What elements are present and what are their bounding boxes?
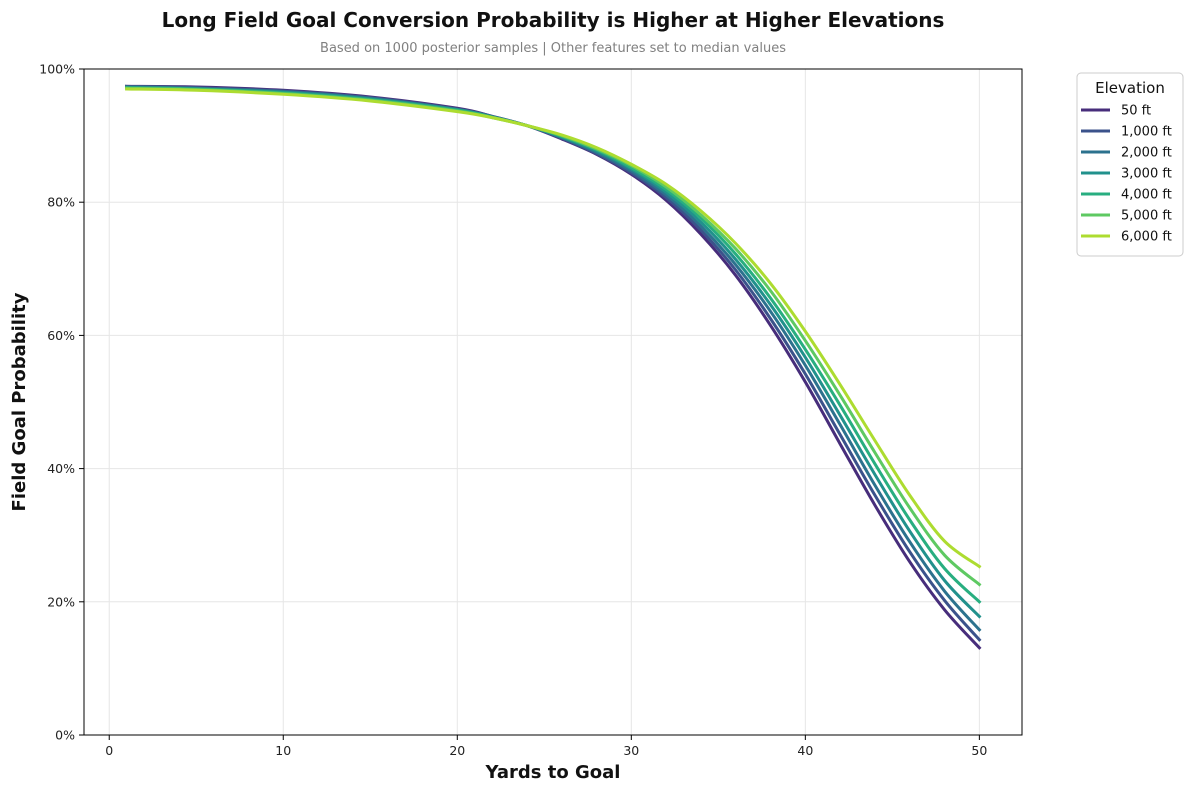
x-tick-label: 0 — [105, 743, 113, 758]
series-line-2 — [125, 85, 982, 632]
legend-label: 1,000 ft — [1121, 125, 1172, 140]
series-line-4 — [125, 86, 982, 604]
legend-box — [1076, 72, 1184, 257]
y-tick-label: 60% — [47, 328, 75, 343]
legend: Elevation 50 ft 1,000 ft 2,000 ft 3,000 ft 4… — [1076, 72, 1184, 257]
legend-label: 50 ft — [1121, 104, 1151, 119]
y-tick-label: 100% — [39, 62, 75, 77]
y-tick-label: 0% — [55, 728, 75, 743]
x-axis-label: Yards to Goal — [485, 762, 621, 783]
x-tick-label: 20 — [449, 743, 465, 758]
y-tick-label: 20% — [47, 594, 75, 609]
series-line-5 — [125, 86, 982, 587]
series-line-0 — [125, 84, 982, 650]
legend-label: 2,000 ft — [1121, 146, 1172, 161]
grid — [84, 68, 1022, 736]
legend-label: 5,000 ft — [1121, 209, 1172, 224]
x-tick-label: 50 — [971, 743, 987, 758]
legend-label: 4,000 ft — [1121, 188, 1172, 203]
x-tick-label: 30 — [623, 743, 639, 758]
y-tick-label: 40% — [47, 461, 75, 476]
series-line-6 — [125, 87, 982, 569]
series-line-1 — [125, 84, 982, 642]
x-tick-label: 40 — [797, 743, 813, 758]
legend-label: 6,000 ft — [1121, 230, 1172, 245]
chart-subtitle: Based on 1000 posterior samples | Other … — [320, 41, 786, 56]
chart-title: Long Field Goal Conversion Probability i… — [161, 8, 945, 32]
x-tick-label: 10 — [275, 743, 291, 758]
legend-title: Elevation — [1095, 79, 1165, 97]
legend-label: 3,000 ft — [1121, 167, 1172, 182]
series-line-3 — [125, 86, 982, 619]
legend-items: 50 ft 1,000 ft 2,000 ft 3,000 ft 4,000 ft 5,0… — [1081, 104, 1172, 245]
y-tick-label: 80% — [47, 195, 75, 210]
y-axis-label: Field Goal Probability — [9, 292, 30, 511]
series-lines — [125, 84, 982, 650]
plot-frame — [83, 68, 1023, 736]
axis-ticks: 0 10 20 30 40 50 0% 20% 40% 60% 80% 100% — [39, 62, 987, 759]
